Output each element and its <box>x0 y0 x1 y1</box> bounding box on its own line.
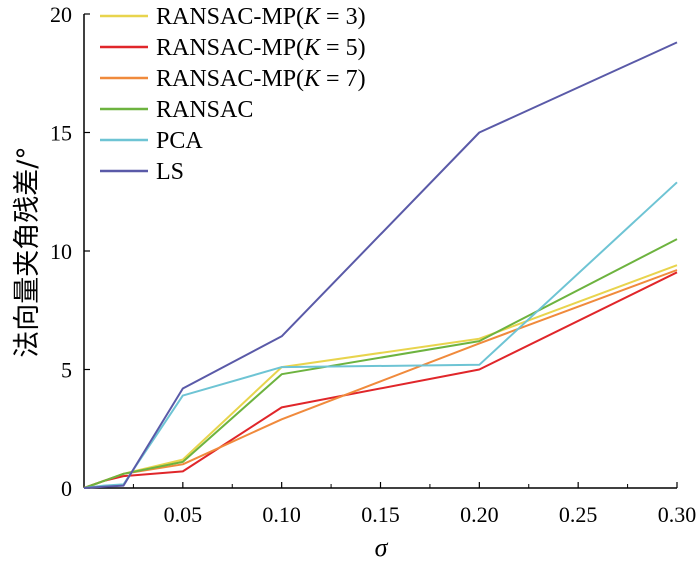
x-axis-label: σ <box>375 533 389 561</box>
y-axis-label: 法向量夹角残差/° <box>12 146 43 358</box>
x-tick-label: 0.10 <box>262 502 301 527</box>
legend-label: RANSAC <box>156 97 253 123</box>
legend-label: RANSAC-MP(K = 7) <box>156 66 366 92</box>
series-line-pca <box>83 181 678 489</box>
x-tick-label: 0.20 <box>460 502 499 527</box>
series-line-ransac-mp-k-7 <box>83 269 678 489</box>
series-line-ransac <box>83 238 678 489</box>
legend-label: PCA <box>156 128 203 154</box>
series-line-ls <box>83 41 678 489</box>
legend: RANSAC-MP(K = 3) RANSAC-MP(K = 5) RANSAC-M… <box>100 4 366 185</box>
x-tick-label: 0.15 <box>361 502 400 527</box>
y-tick-label: 0 <box>61 476 72 501</box>
legend-label: RANSAC-MP(K = 5) <box>156 35 366 61</box>
legend-label: LS <box>156 159 184 185</box>
y-tick-label: 15 <box>50 121 72 146</box>
y-tick-label: 20 <box>50 2 72 27</box>
series-line-ransac-mp-k-5 <box>83 271 678 489</box>
series-line-ransac-mp-k-3 <box>83 264 678 489</box>
x-tick-label: 0.05 <box>164 502 203 527</box>
x-tick-label: 0.25 <box>559 502 598 527</box>
legend-label: RANSAC-MP(K = 3) <box>156 4 366 30</box>
x-ticks: 0.05 0.10 0.15 0.20 0.25 0.30 <box>132 482 697 527</box>
y-tick-label: 10 <box>50 239 72 264</box>
y-tick-label: 5 <box>61 358 72 383</box>
y-ticks: 0 5 10 15 20 <box>50 2 90 501</box>
x-tick-label: 0.30 <box>658 502 697 527</box>
series-lines <box>83 41 678 489</box>
